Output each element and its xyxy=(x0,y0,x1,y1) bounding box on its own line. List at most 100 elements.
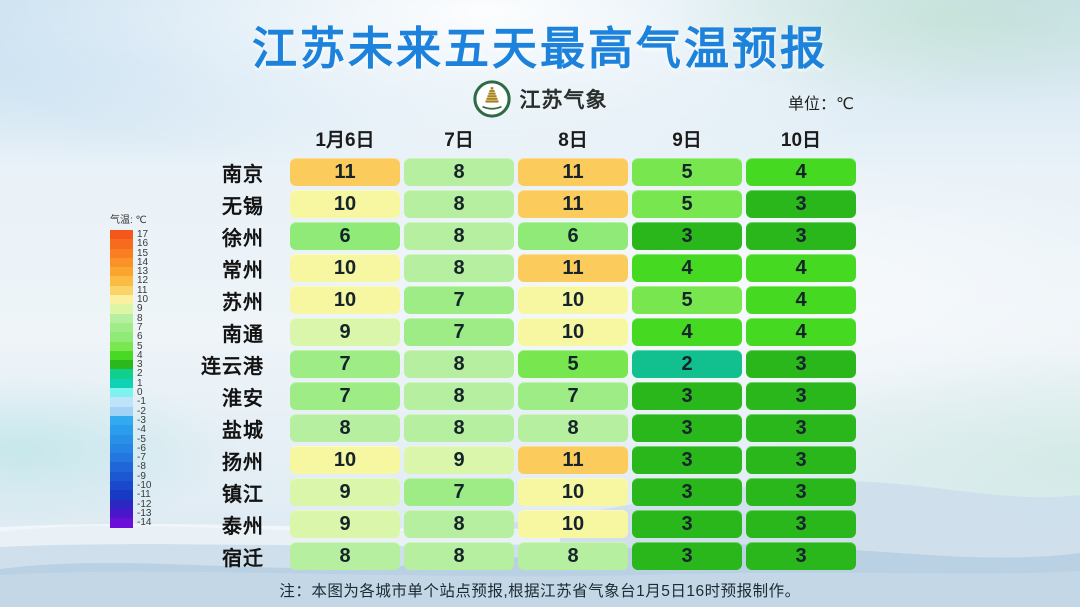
legend-color-swatch xyxy=(110,378,133,389)
legend-color-swatch xyxy=(110,462,133,472)
legend-color-swatch xyxy=(110,453,133,463)
temp-cell: 7 xyxy=(290,350,400,378)
legend-color-swatch xyxy=(110,406,133,416)
legend-entry: 5 xyxy=(110,340,151,352)
temp-cell: 8 xyxy=(404,542,514,570)
legend-value-label: -3 xyxy=(137,414,146,426)
date-header: 9日 xyxy=(672,130,702,151)
legend-color-swatch xyxy=(110,304,133,314)
legend-entry: 10 xyxy=(110,294,151,306)
legend-value-label: -1 xyxy=(137,396,146,408)
legend-value-label: -2 xyxy=(137,405,146,417)
temp-cell: 8 xyxy=(290,542,400,570)
temp-cell: 10 xyxy=(518,318,628,346)
temp-cell: 7 xyxy=(404,286,514,314)
legend-value-label: -4 xyxy=(137,424,146,436)
legend-entry: -2 xyxy=(110,405,151,417)
legend-value-label: 10 xyxy=(137,294,149,306)
legend-value-label: 16 xyxy=(137,238,149,250)
legend-color-swatch xyxy=(110,341,133,351)
legend-color-swatch xyxy=(110,267,133,277)
legend-entry: 2 xyxy=(110,369,151,379)
table-row: 南京 11 8 11 5 4 xyxy=(154,158,860,186)
city-label: 徐州 xyxy=(222,227,264,250)
legend-value-label: 17 xyxy=(137,229,149,240)
legend-value-label: 13 xyxy=(137,266,149,278)
legend-color-swatch xyxy=(110,425,133,435)
temp-cell: 7 xyxy=(404,478,514,506)
temp-cell: 10 xyxy=(290,190,400,218)
legend-color-swatch xyxy=(110,248,133,258)
forecast-table: 1月6日 7日 8日 9日 10日 南京 11 8 11 5 4 无锡 10 8 11 5 3 徐州 6 8 6 3 3 常… xyxy=(154,128,860,574)
legend-value-label: -11 xyxy=(137,489,151,501)
temp-cell: 4 xyxy=(632,318,742,346)
legend-value-label: 0 xyxy=(137,387,143,399)
city-label: 无锡 xyxy=(222,195,264,218)
temp-cell: 3 xyxy=(632,478,742,506)
legend-color-swatch xyxy=(110,295,133,305)
legend-entry: -13 xyxy=(110,507,152,519)
legend-color-swatch xyxy=(110,499,133,509)
temp-cell: 7 xyxy=(404,318,514,346)
date-header: 7日 xyxy=(444,130,474,151)
temp-cell: 3 xyxy=(746,542,856,570)
legend-entry: -12 xyxy=(110,498,152,510)
legend-color-swatch xyxy=(110,285,133,296)
temp-cell: 10 xyxy=(518,286,628,314)
legend-entry: 7 xyxy=(110,321,151,333)
temp-cell: 8 xyxy=(404,510,514,538)
temp-cell: 3 xyxy=(632,446,742,474)
legend-value-label: 5 xyxy=(137,340,143,352)
temp-cell: 5 xyxy=(518,350,628,378)
legend-value-label: 7 xyxy=(137,321,143,333)
legend-value-label: 3 xyxy=(137,359,143,371)
legend-value-label: -14 xyxy=(137,517,152,529)
temp-cell: 7 xyxy=(518,382,628,410)
legend-entry: 4 xyxy=(110,350,151,361)
legend-color-swatch xyxy=(110,471,133,482)
temp-cell: 8 xyxy=(518,414,628,442)
legend-entry: -14 xyxy=(110,517,152,529)
legend-entry: 9 xyxy=(110,304,151,314)
legend-color-swatch xyxy=(110,332,133,342)
legend-value-label: -13 xyxy=(137,507,152,519)
legend-value-label: -8 xyxy=(137,461,146,473)
temp-cell: 3 xyxy=(632,222,742,250)
legend-value-label: -12 xyxy=(137,498,152,510)
temp-cell: 10 xyxy=(290,254,400,282)
legend-color-swatch xyxy=(110,415,133,426)
legend-color-swatch xyxy=(110,369,133,379)
table-row: 盐城 8 8 8 3 3 xyxy=(154,414,860,442)
temp-cell: 9 xyxy=(404,446,514,474)
temp-cell: 4 xyxy=(746,158,856,186)
table-row: 宿迁 8 8 8 3 3 xyxy=(154,542,860,570)
table-row: 苏州 10 7 10 5 4 xyxy=(154,286,860,314)
legend-value-label: -7 xyxy=(137,452,146,464)
legend-entry: 0 xyxy=(110,387,151,399)
temp-cell: 8 xyxy=(404,350,514,378)
temperature-legend: 气温: ℃ 17 16 15 14 13 12 11 10 9 8 7 6 5 4 3 2 1 0 -1 -2 -3 -4… xyxy=(110,211,151,528)
temp-cell: 2 xyxy=(632,350,742,378)
temp-cell: 4 xyxy=(746,286,856,314)
city-label: 泰州 xyxy=(222,515,264,538)
date-header-row: 1月6日 7日 8日 9日 10日 xyxy=(290,128,860,154)
city-label: 镇江 xyxy=(222,483,264,506)
legend-entry: 3 xyxy=(110,359,151,371)
temp-cell: 4 xyxy=(746,318,856,346)
date-header: 10日 xyxy=(780,130,822,151)
legend-entry: 8 xyxy=(110,313,151,323)
legend-entry: 12 xyxy=(110,276,151,286)
legend-color-swatch xyxy=(110,508,133,519)
legend-value-label: -6 xyxy=(137,442,146,454)
city-label: 宿迁 xyxy=(222,547,264,570)
temp-cell: 3 xyxy=(746,382,856,410)
legend-color-swatch xyxy=(110,322,133,333)
legend-entry: -5 xyxy=(110,434,151,444)
logo-text: 江苏气象 xyxy=(519,89,608,112)
city-label: 淮安 xyxy=(222,387,264,410)
temp-cell: 8 xyxy=(404,254,514,282)
date-header: 1月6日 xyxy=(315,130,375,151)
legend-color-swatch xyxy=(110,481,133,491)
temp-cell: 5 xyxy=(632,190,742,218)
